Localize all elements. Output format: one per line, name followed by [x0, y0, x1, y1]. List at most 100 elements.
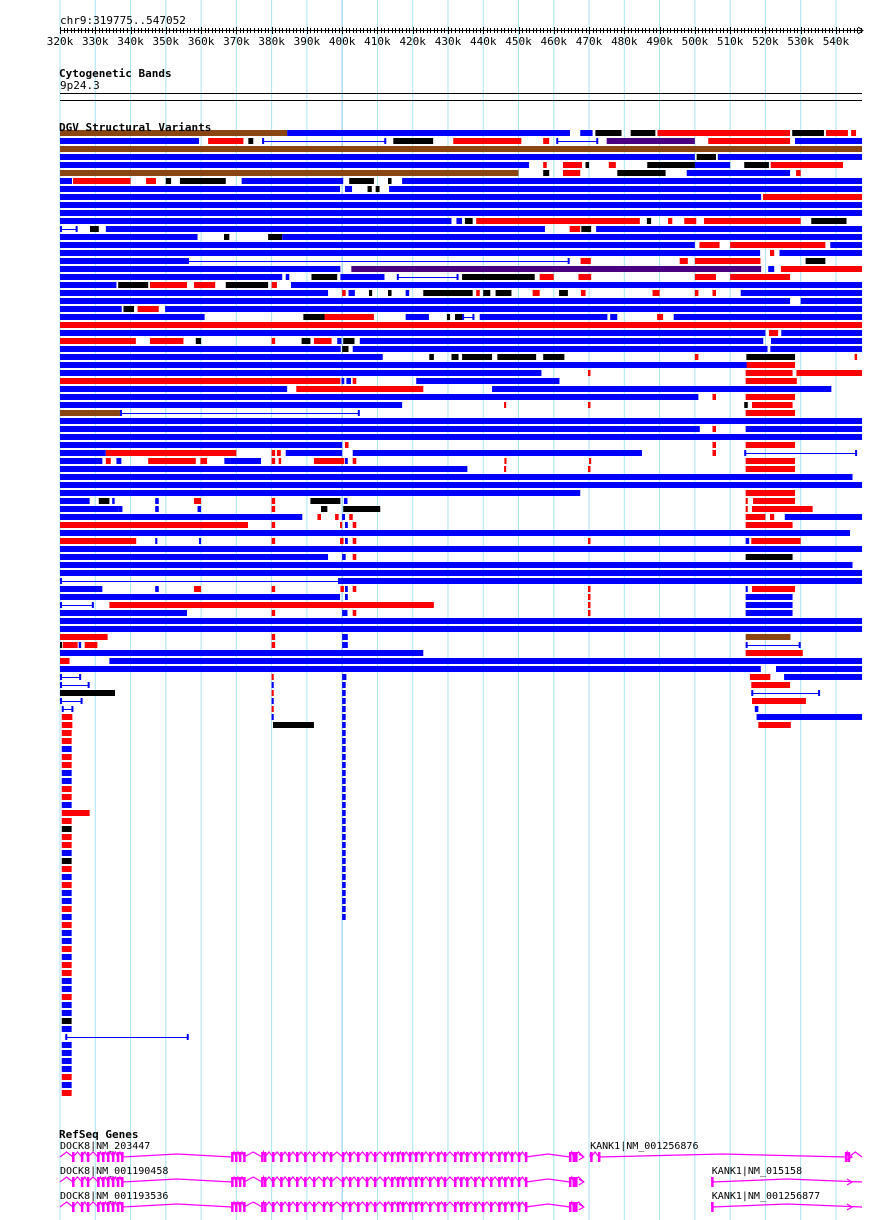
gene-exon[interactable] — [498, 1177, 501, 1187]
gene-exon[interactable] — [322, 1202, 326, 1212]
variant-bar[interactable] — [349, 514, 353, 520]
variant-bar[interactable] — [342, 826, 346, 832]
variant-bar[interactable] — [340, 538, 344, 544]
gene-exon[interactable] — [572, 1177, 578, 1187]
variant-bar[interactable] — [198, 538, 202, 544]
gene-exon[interactable] — [86, 1202, 90, 1212]
variant-bar[interactable] — [301, 338, 311, 344]
variant-bar[interactable] — [580, 130, 593, 136]
variant-bar[interactable] — [60, 306, 122, 312]
gene-exon[interactable] — [280, 1152, 283, 1162]
variant-bar[interactable] — [60, 346, 341, 352]
variant-bar[interactable] — [342, 906, 346, 912]
variant-bar[interactable] — [60, 570, 863, 576]
variant-bar[interactable] — [271, 642, 276, 648]
gene-exon[interactable] — [383, 1152, 387, 1162]
variant-bar[interactable] — [587, 586, 591, 592]
variant-bar[interactable] — [587, 402, 591, 408]
gene-exon[interactable] — [263, 1177, 267, 1187]
variant-bar[interactable] — [60, 546, 863, 552]
gene-exon[interactable] — [348, 1202, 352, 1212]
variant-bar[interactable] — [745, 498, 748, 504]
variant-bar[interactable] — [165, 306, 863, 312]
gene-exon[interactable] — [86, 1152, 90, 1162]
variant-bar[interactable] — [60, 626, 863, 632]
gene-exon[interactable] — [443, 1202, 447, 1212]
gene-exon[interactable] — [287, 1152, 291, 1162]
variant-bar[interactable] — [359, 338, 764, 344]
variant-bar[interactable] — [61, 890, 72, 896]
variant-bar[interactable] — [60, 138, 199, 144]
variant-bar[interactable] — [60, 386, 288, 392]
variant-bar[interactable] — [271, 450, 276, 456]
variant-bar[interactable] — [341, 378, 345, 384]
variant-bar[interactable] — [61, 954, 72, 960]
gene-exon[interactable] — [466, 1202, 469, 1212]
gene-exon[interactable] — [481, 1177, 485, 1187]
variant-bar[interactable] — [751, 698, 806, 704]
variant-bar[interactable] — [98, 498, 110, 504]
variant-bar[interactable] — [694, 354, 699, 360]
variant-bar[interactable] — [61, 754, 72, 760]
variant-bar[interactable] — [405, 314, 429, 320]
gene-exon[interactable] — [481, 1152, 485, 1162]
variant-bar[interactable] — [342, 770, 346, 776]
variant-bar[interactable] — [61, 1026, 72, 1032]
variant-bar[interactable] — [352, 538, 357, 544]
gene-exon[interactable] — [590, 1152, 593, 1162]
variant-bar[interactable] — [497, 354, 537, 360]
dgv-track-title[interactable]: DGV Structural Variants — [59, 121, 212, 134]
variant-bar[interactable] — [112, 498, 115, 504]
variant-bar[interactable] — [61, 1018, 72, 1024]
gene-exon[interactable] — [396, 1177, 400, 1187]
variant-bar[interactable] — [694, 258, 761, 264]
variant-bar[interactable] — [61, 1042, 72, 1048]
variant-bar[interactable] — [271, 498, 276, 504]
variant-bar[interactable] — [745, 506, 748, 512]
variant-bar[interactable] — [342, 730, 346, 736]
variant-bar[interactable] — [248, 138, 254, 144]
variant-bar[interactable] — [60, 202, 863, 208]
variant-bar[interactable] — [342, 834, 346, 840]
variant-bar[interactable] — [745, 514, 766, 520]
variant-bar[interactable] — [596, 226, 863, 232]
variant-bar[interactable] — [581, 226, 592, 232]
variant-bar[interactable] — [241, 178, 344, 184]
variant-bar[interactable] — [351, 266, 762, 272]
gene-exon[interactable] — [263, 1202, 267, 1212]
gene-exon[interactable] — [357, 1177, 360, 1187]
variant-bar[interactable] — [60, 290, 329, 296]
variant-bar[interactable] — [271, 282, 277, 288]
variant-bar[interactable] — [60, 370, 542, 376]
variant-bar[interactable] — [352, 554, 357, 560]
variant-bar[interactable] — [342, 842, 346, 848]
variant-bar[interactable] — [775, 666, 863, 672]
variant-bar[interactable] — [423, 290, 473, 296]
gene-exon[interactable] — [238, 1152, 242, 1162]
gene-exon[interactable] — [711, 1177, 714, 1187]
variant-bar[interactable] — [342, 882, 346, 888]
variant-bar[interactable] — [784, 514, 863, 520]
variant-bar[interactable] — [495, 290, 512, 296]
variant-bar[interactable] — [578, 274, 592, 280]
variant-bar[interactable] — [393, 138, 434, 144]
variant-bar[interactable] — [589, 458, 592, 464]
variant-bar[interactable] — [271, 538, 276, 544]
variant-bar[interactable] — [195, 338, 202, 344]
variant-bar[interactable] — [273, 722, 314, 728]
variant-bar[interactable] — [61, 914, 72, 920]
variant-bar[interactable] — [745, 426, 863, 432]
variant-bar[interactable] — [271, 682, 274, 688]
variant-bar[interactable] — [60, 498, 90, 504]
variant-bar[interactable] — [679, 258, 688, 264]
variant-bar[interactable] — [60, 474, 853, 480]
variant-bar[interactable] — [60, 634, 108, 640]
gene-exon[interactable] — [263, 1152, 267, 1162]
gene-exon[interactable] — [524, 1202, 528, 1212]
variant-bar[interactable] — [285, 274, 290, 280]
gene-exon[interactable] — [373, 1152, 377, 1162]
variant-bar[interactable] — [344, 538, 348, 544]
variant-bar[interactable] — [61, 850, 72, 856]
variant-bar[interactable] — [342, 738, 346, 744]
variant-bar[interactable] — [745, 490, 796, 496]
